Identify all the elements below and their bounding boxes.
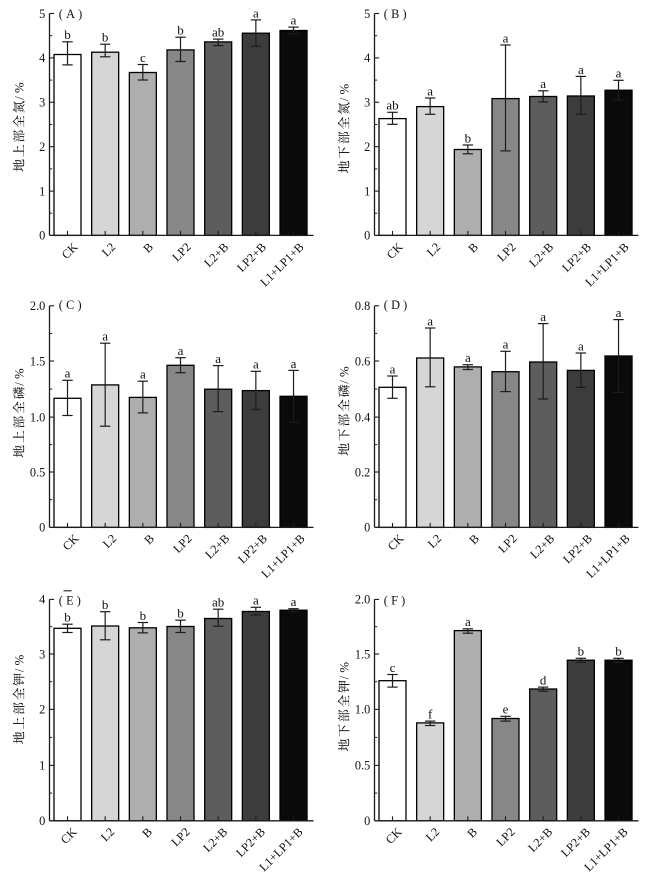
svg-text:a: a	[178, 343, 184, 358]
svg-text:0: 0	[39, 814, 45, 828]
svg-text:a: a	[540, 76, 546, 91]
svg-text:1.5: 1.5	[355, 647, 370, 661]
svg-text:2: 2	[39, 140, 45, 154]
svg-text:/ %: / %	[13, 82, 27, 100]
svg-text:a: a	[65, 366, 71, 381]
svg-text:b: b	[64, 610, 71, 625]
svg-text:a: a	[616, 66, 622, 81]
svg-text:4: 4	[39, 51, 45, 65]
svg-text:b: b	[578, 644, 585, 659]
svg-text:1.5: 1.5	[30, 354, 45, 368]
svg-text:0.5: 0.5	[30, 465, 45, 479]
svg-text:e: e	[503, 702, 509, 717]
svg-text:0.2: 0.2	[355, 465, 370, 479]
svg-text:0.5: 0.5	[355, 759, 370, 773]
svg-text:0.4: 0.4	[355, 410, 370, 424]
svg-text:5: 5	[364, 7, 370, 21]
svg-text:a: a	[427, 83, 433, 98]
svg-text:a: a	[503, 337, 509, 352]
svg-text:a: a	[291, 13, 297, 28]
svg-text:a: a	[291, 594, 297, 609]
svg-text:a: a	[253, 5, 259, 20]
svg-text:/ %: / %	[338, 662, 352, 680]
svg-text:2: 2	[39, 703, 45, 717]
svg-text:a: a	[140, 367, 146, 382]
svg-text:(E): (E)	[59, 594, 84, 608]
svg-text:2.0: 2.0	[30, 299, 45, 313]
svg-text:0.6: 0.6	[355, 354, 370, 368]
svg-text:(B): (B)	[384, 7, 410, 21]
svg-text:4: 4	[39, 593, 45, 607]
svg-text:ab: ab	[212, 25, 224, 40]
svg-text:a: a	[578, 62, 584, 77]
svg-text:(D): (D)	[384, 298, 411, 312]
svg-text:(A): (A)	[59, 7, 86, 21]
svg-text:0: 0	[39, 521, 45, 535]
svg-text:a: a	[427, 313, 433, 328]
svg-text:2: 2	[364, 140, 370, 154]
svg-text:/ %: / %	[338, 83, 352, 101]
svg-text:0: 0	[364, 521, 370, 535]
svg-text:1: 1	[39, 184, 45, 198]
svg-text:/ %: / %	[13, 368, 27, 386]
svg-text:1: 1	[39, 759, 45, 773]
svg-text:/ %: / %	[338, 366, 352, 384]
svg-text:b: b	[102, 30, 109, 45]
svg-text:0: 0	[39, 229, 45, 243]
svg-text:a: a	[390, 361, 396, 376]
svg-text:1: 1	[364, 184, 370, 198]
svg-text:1.0: 1.0	[355, 703, 370, 717]
svg-text:(C): (C)	[59, 298, 85, 312]
svg-text:c: c	[390, 660, 396, 675]
svg-text:b: b	[177, 606, 184, 621]
svg-text:a: a	[102, 329, 108, 344]
svg-text:a: a	[503, 30, 509, 45]
svg-text:2.0: 2.0	[355, 593, 370, 607]
svg-text:/ %: / %	[13, 654, 27, 672]
svg-text:b: b	[140, 608, 147, 623]
svg-text:a: a	[215, 351, 221, 366]
svg-text:3: 3	[39, 647, 45, 661]
svg-text:d: d	[540, 673, 547, 688]
svg-text:ab: ab	[212, 595, 224, 610]
svg-text:b: b	[465, 130, 472, 145]
svg-text:ab: ab	[386, 98, 398, 113]
svg-text:0: 0	[364, 229, 370, 243]
svg-text:0.8: 0.8	[355, 299, 370, 313]
svg-text:a: a	[253, 593, 259, 608]
svg-text:b: b	[177, 23, 184, 38]
svg-text:b: b	[102, 597, 109, 612]
svg-text:0: 0	[364, 814, 370, 828]
svg-text:a: a	[616, 305, 622, 320]
svg-text:a: a	[253, 357, 259, 372]
svg-text:5: 5	[39, 7, 45, 21]
svg-text:c: c	[140, 50, 146, 65]
svg-text:a: a	[465, 614, 471, 629]
svg-text:a: a	[540, 309, 546, 324]
svg-text:a: a	[465, 350, 471, 365]
svg-text:(F): (F)	[384, 594, 409, 608]
svg-text:b: b	[615, 644, 622, 659]
svg-text:3: 3	[39, 96, 45, 110]
svg-text:1.0: 1.0	[30, 410, 45, 424]
svg-text:b: b	[64, 27, 71, 42]
svg-text:3: 3	[364, 96, 370, 110]
svg-text:f: f	[428, 707, 433, 722]
svg-text:4: 4	[364, 51, 370, 65]
svg-text:a: a	[291, 356, 297, 371]
svg-text:a: a	[578, 338, 584, 353]
